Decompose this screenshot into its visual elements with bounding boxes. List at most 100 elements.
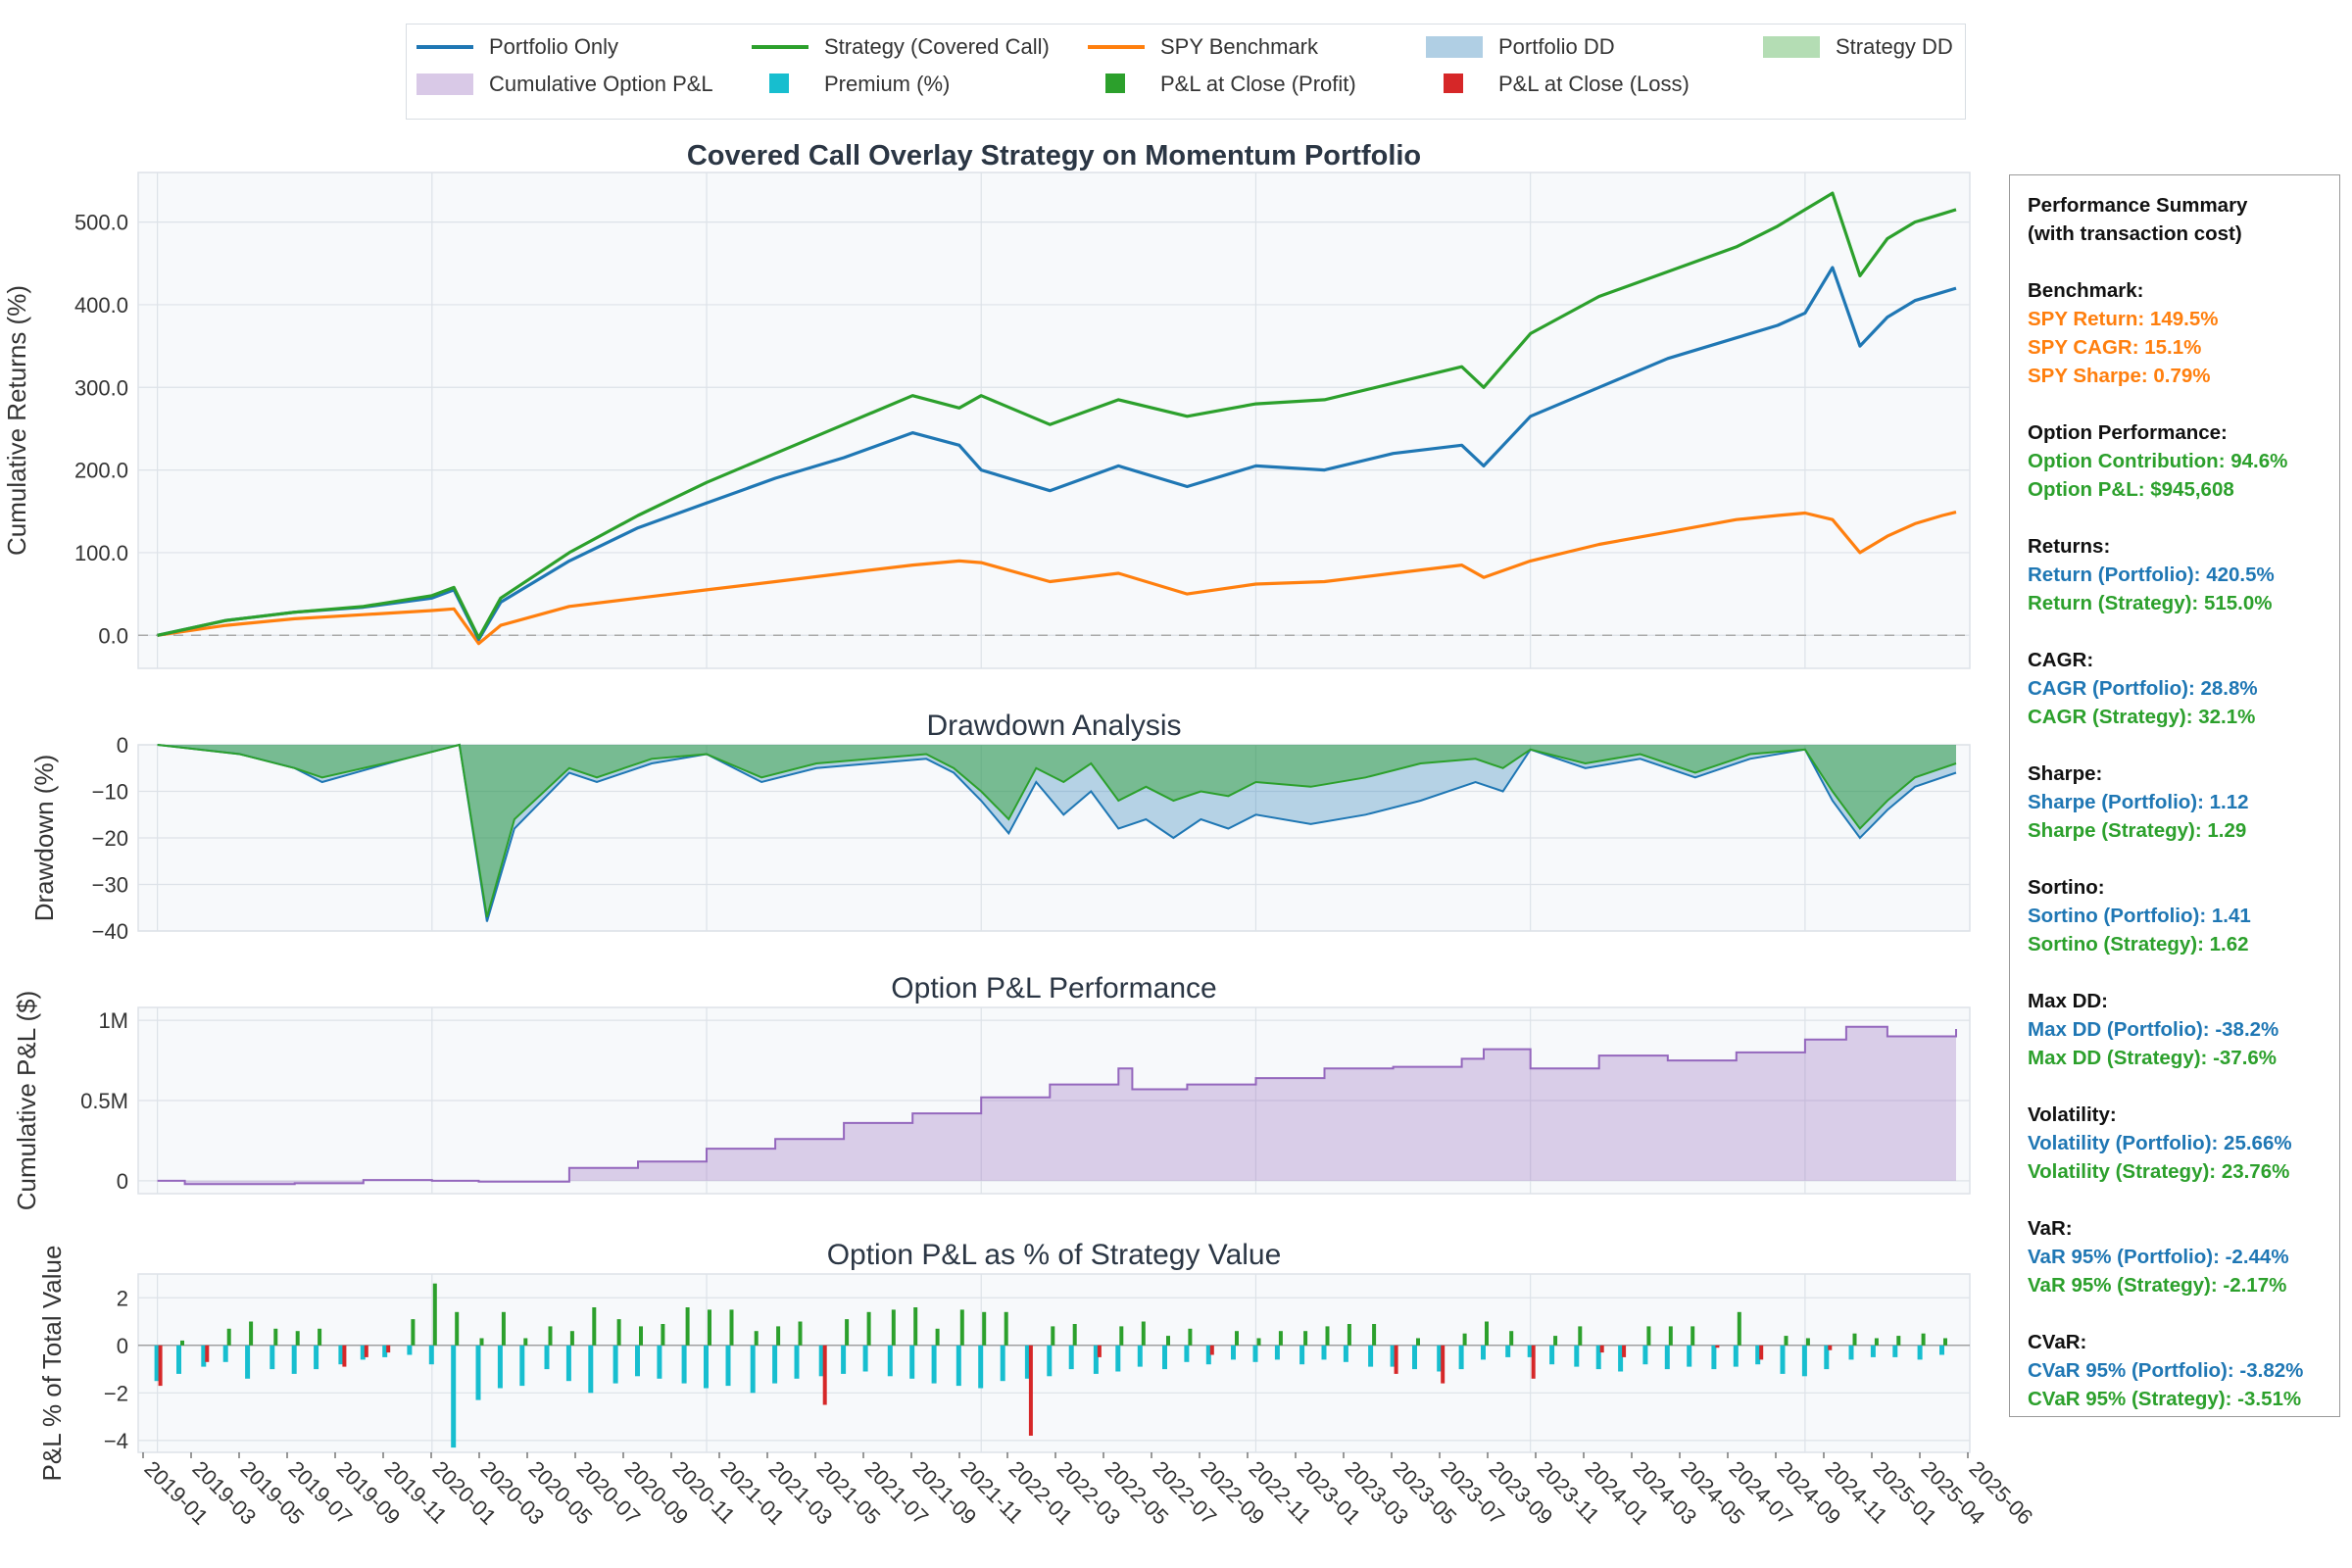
pnl-loss-bar — [158, 1345, 163, 1387]
pnl-profit-bar — [1051, 1326, 1055, 1346]
summary-heading: Sharpe: — [2028, 762, 2103, 785]
pnl-profit-bar — [1646, 1326, 1651, 1346]
premium-bar — [1574, 1345, 1580, 1367]
y-tick-label: −30 — [92, 873, 128, 898]
premium-bar — [704, 1345, 709, 1389]
legend-swatch — [1444, 74, 1463, 93]
panel-title: Drawdown Analysis — [926, 710, 1181, 742]
premium-bar — [565, 1345, 571, 1382]
legend-label: Premium (%) — [824, 72, 951, 96]
legend-label: Cumulative Option P&L — [489, 72, 713, 96]
premium-bar — [635, 1345, 640, 1377]
summary-heading: Benchmark: — [2028, 279, 2144, 302]
premium-bar — [1527, 1345, 1533, 1357]
premium-bar — [887, 1345, 893, 1377]
pnl-profit-bar — [569, 1331, 574, 1346]
premium-bar — [841, 1345, 847, 1374]
premium-bar — [681, 1345, 687, 1384]
premium-bar — [1412, 1345, 1417, 1370]
legend-label: SPY Benchmark — [1160, 34, 1319, 59]
premium-bar — [725, 1345, 731, 1387]
pnl-loss-bar — [1028, 1345, 1033, 1436]
pnl-profit-bar — [982, 1311, 987, 1346]
pnl-profit-bar — [479, 1338, 484, 1346]
summary-title: Performance Summary — [2028, 194, 2248, 217]
y-tick-label: −2 — [104, 1381, 128, 1405]
pnl-profit-bar — [1943, 1338, 1947, 1346]
pnl-profit-bar — [1119, 1326, 1124, 1346]
premium-bar — [154, 1345, 160, 1382]
summary-row: CAGR (Strategy): 32.1% — [2028, 706, 2256, 728]
premium-bar — [794, 1345, 800, 1379]
premium-bar — [1024, 1345, 1030, 1379]
pnl-profit-bar — [845, 1319, 850, 1346]
y-tick-label: 0.5M — [80, 1089, 128, 1113]
premium-bar — [1505, 1345, 1511, 1357]
y-tick-label: 2 — [117, 1286, 128, 1310]
summary-heading: CAGR: — [2028, 649, 2094, 671]
pnl-profit-bar — [1852, 1333, 1857, 1346]
pnl-loss-bar — [386, 1345, 391, 1353]
y-axis-label: Cumulative P&L ($) — [12, 991, 41, 1210]
y-tick-label: 0.0 — [98, 623, 128, 648]
panel-title: Option P&L Performance — [891, 972, 1216, 1004]
premium-bar — [1115, 1345, 1121, 1372]
premium-bar — [1733, 1345, 1739, 1367]
pnl-loss-bar — [1097, 1345, 1102, 1357]
legend-swatch — [1105, 74, 1125, 93]
summary-row: CVaR 95% (Portfolio): -3.82% — [2028, 1359, 2304, 1382]
premium-bar — [1368, 1345, 1374, 1367]
legend-swatch — [416, 45, 473, 49]
pnl-profit-bar — [1256, 1338, 1261, 1346]
pnl-profit-bar — [935, 1328, 940, 1346]
premium-bar — [1047, 1345, 1053, 1377]
pnl-profit-bar — [1347, 1324, 1351, 1346]
pnl-profit-bar — [1784, 1336, 1788, 1346]
pnl-profit-bar — [1690, 1326, 1695, 1346]
premium-bar — [1299, 1345, 1305, 1365]
summary-heading: Sortino: — [2028, 876, 2105, 899]
premium-bar — [1549, 1345, 1555, 1365]
pnl-profit-bar — [273, 1328, 278, 1346]
summary-row: Sortino (Portfolio): 1.41 — [2028, 905, 2251, 927]
premium-bar — [931, 1345, 937, 1384]
pnl-profit-bar — [1553, 1336, 1558, 1346]
pnl-profit-bar — [661, 1324, 665, 1346]
option-pnl-line — [157, 1025, 1957, 1186]
legend-label: Strategy DD — [1836, 34, 1953, 59]
pnl-profit-bar — [1325, 1326, 1330, 1346]
pnl-profit-bar — [1303, 1331, 1308, 1346]
summary-row: Volatility (Portfolio): 25.66% — [2028, 1132, 2292, 1154]
premium-bar — [1711, 1345, 1717, 1370]
premium-bar — [657, 1345, 662, 1379]
pnl-profit-bar — [1141, 1321, 1146, 1346]
pnl-profit-bar — [685, 1307, 690, 1346]
pnl-profit-bar — [592, 1307, 597, 1346]
premium-bar — [862, 1345, 868, 1372]
premium-bar — [451, 1345, 457, 1448]
summary-heading: Max DD: — [2028, 990, 2109, 1012]
pnl-profit-bar — [913, 1307, 918, 1346]
premium-bar — [338, 1345, 344, 1365]
premium-bar — [201, 1345, 207, 1367]
pnl-profit-bar — [1462, 1333, 1467, 1346]
y-tick-label: −20 — [92, 826, 128, 851]
pnl-profit-bar — [1004, 1311, 1008, 1346]
premium-bar — [314, 1345, 319, 1370]
premium-bar — [475, 1345, 481, 1400]
premium-bar — [612, 1345, 618, 1384]
premium-bar — [1824, 1345, 1830, 1370]
pnl-profit-bar — [616, 1319, 621, 1346]
summary-row: Sortino (Strategy): 1.62 — [2028, 933, 2249, 956]
pnl-loss-bar — [1622, 1345, 1627, 1357]
pnl-profit-bar — [1509, 1331, 1514, 1346]
summary-row: CVaR 95% (Strategy): -3.51% — [2028, 1388, 2302, 1410]
panel-title: Covered Call Overlay Strategy on Momentu… — [687, 140, 1421, 172]
pnl-profit-bar — [1874, 1338, 1879, 1346]
pnl-profit-bar — [1188, 1328, 1193, 1346]
legend-label: Portfolio DD — [1498, 34, 1615, 59]
premium-bar — [176, 1345, 181, 1374]
y-tick-label: 0 — [117, 733, 128, 758]
pnl-profit-bar — [180, 1340, 184, 1346]
